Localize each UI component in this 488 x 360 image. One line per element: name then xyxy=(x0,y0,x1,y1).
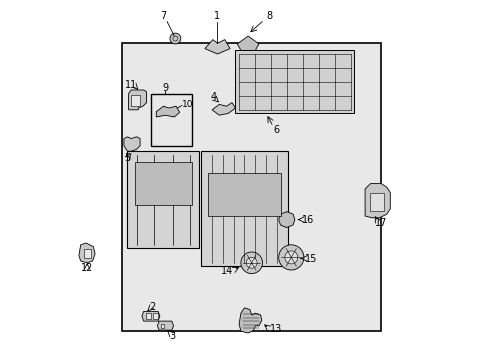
Bar xyxy=(151,94,192,146)
Polygon shape xyxy=(156,106,179,117)
Text: 15: 15 xyxy=(305,254,317,264)
Bar xyxy=(127,151,199,248)
Bar xyxy=(83,249,91,258)
Polygon shape xyxy=(212,103,235,115)
Text: 2: 2 xyxy=(149,302,156,312)
Bar xyxy=(160,324,164,328)
Text: 9: 9 xyxy=(162,83,168,93)
Circle shape xyxy=(278,245,303,270)
Bar xyxy=(152,313,158,319)
Circle shape xyxy=(284,251,297,264)
Polygon shape xyxy=(278,212,294,228)
Text: 4: 4 xyxy=(210,92,217,102)
Circle shape xyxy=(241,252,262,274)
Bar xyxy=(235,50,354,113)
Polygon shape xyxy=(239,308,261,333)
Polygon shape xyxy=(128,90,146,110)
Text: 17: 17 xyxy=(374,218,386,228)
Text: 13: 13 xyxy=(269,324,282,334)
Text: 5: 5 xyxy=(124,153,130,163)
Polygon shape xyxy=(237,36,258,50)
Bar xyxy=(208,173,280,216)
Text: 14: 14 xyxy=(220,266,232,276)
Polygon shape xyxy=(157,321,173,330)
Text: 6: 6 xyxy=(273,125,280,135)
Text: 8: 8 xyxy=(266,11,272,21)
Circle shape xyxy=(246,257,257,268)
Polygon shape xyxy=(365,184,389,218)
Bar xyxy=(131,95,140,106)
Text: 3: 3 xyxy=(169,330,175,341)
Text: 10: 10 xyxy=(182,100,193,109)
Circle shape xyxy=(170,33,181,44)
Polygon shape xyxy=(204,40,230,54)
Bar xyxy=(369,193,384,211)
Bar xyxy=(134,162,192,205)
Polygon shape xyxy=(79,243,95,263)
Bar xyxy=(145,313,151,319)
Polygon shape xyxy=(123,137,140,151)
Text: 7: 7 xyxy=(160,11,166,21)
Text: 16: 16 xyxy=(302,215,314,225)
Bar xyxy=(201,151,287,266)
Bar xyxy=(122,43,381,331)
Text: 1: 1 xyxy=(214,11,220,21)
Text: 12: 12 xyxy=(81,263,93,273)
Polygon shape xyxy=(142,311,160,321)
Text: 11: 11 xyxy=(125,80,137,90)
